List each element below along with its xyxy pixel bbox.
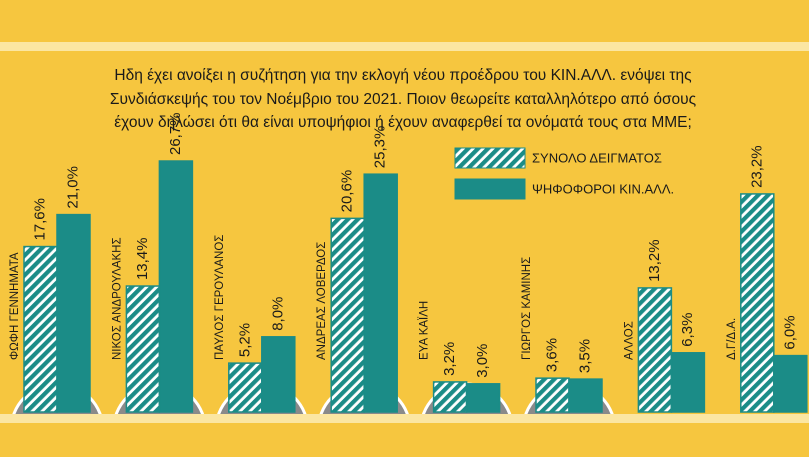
bar	[330, 217, 365, 413]
value-label: 3,6%	[543, 338, 560, 372]
bar	[23, 245, 58, 413]
bar	[670, 352, 706, 413]
value-label: 6,0%	[781, 315, 798, 349]
bar	[568, 378, 603, 413]
category-label: ΝΙΚΟΣ ΑΝΔΡΟΥΛΑΚΗΣ	[111, 237, 123, 360]
question-line: Συνδιάσκεψής του τον Νοέμβριο του 2021. …	[110, 91, 696, 108]
value-label: 6,3%	[679, 313, 696, 347]
value-label: 25,3%	[372, 126, 389, 169]
band-bottom	[0, 414, 809, 423]
legend-swatch	[454, 147, 526, 169]
legend-swatch	[454, 178, 526, 200]
legend-label: ΣΥΝΟΛΟ ΔΕΙΓΜΑΤΟΣ	[532, 150, 662, 165]
bar	[228, 362, 263, 413]
value-label: 23,2%	[748, 145, 765, 188]
bar	[432, 381, 468, 413]
category-label: ΠΑΥΛΟΣ ΓΕΡΟΥΛΑΝΟΣ	[214, 235, 226, 360]
band-top	[0, 42, 809, 51]
bar	[740, 193, 775, 413]
value-label: 13,2%	[646, 239, 663, 282]
question-line: Ηδη έχει ανοίξει η συζήτηση για την εκλο…	[114, 67, 691, 84]
question-line: έχουν δηλώσει ότι θα είναι υποψήφιοι ή έ…	[114, 114, 692, 131]
bar	[125, 285, 161, 413]
value-label: 3,2%	[441, 342, 458, 376]
bar	[637, 287, 673, 413]
legend-label: ΨΗΦΟΦΟΡΟΙ ΚΙΝ.ΑΛΛ.	[532, 181, 674, 196]
bar	[56, 213, 91, 413]
value-label: 13,4%	[134, 237, 151, 280]
bar	[773, 354, 808, 413]
value-label: 8,0%	[269, 297, 286, 331]
category-label: ΦΩΦΗ ΓΕΝΝΗΜΑΤΑ	[9, 252, 21, 360]
bar	[535, 377, 570, 413]
value-label: 5,2%	[236, 323, 253, 357]
category-label: Δ.Γ/Δ.Α.	[726, 318, 738, 360]
bar	[465, 383, 501, 413]
category-label: ΓΙΩΡΓΟΣ ΚΑΜΙΝΗΣ	[521, 257, 533, 360]
bar	[363, 173, 398, 413]
category-label: ΑΛΛΟΣ	[623, 321, 635, 360]
value-label: 26,7%	[167, 112, 184, 155]
value-label: 21,0%	[64, 166, 81, 209]
bar	[158, 160, 194, 413]
bar	[261, 336, 296, 413]
value-label: 3,5%	[576, 339, 593, 373]
value-label: 3,0%	[474, 344, 491, 378]
category-label: ΕΥΑ ΚΑΪΛΗ	[419, 301, 431, 360]
value-label: 17,6%	[31, 198, 48, 241]
value-label: 20,6%	[339, 170, 356, 213]
category-label: ΑΝΔΡΕΑΣ ΛΟΒΕΡΔΟΣ	[316, 242, 328, 360]
